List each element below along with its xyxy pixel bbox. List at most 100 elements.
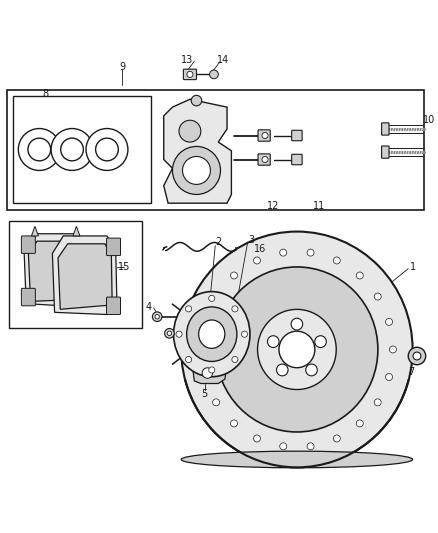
Polygon shape [58, 244, 112, 309]
Circle shape [385, 318, 392, 325]
Text: 16: 16 [254, 244, 266, 254]
FancyBboxPatch shape [381, 123, 389, 135]
Text: 11: 11 [313, 201, 325, 211]
Ellipse shape [173, 292, 250, 377]
Bar [9, 221, 142, 328]
Text: 10: 10 [423, 115, 435, 125]
FancyBboxPatch shape [258, 154, 270, 165]
Circle shape [173, 147, 220, 195]
Circle shape [232, 306, 238, 312]
Text: 8: 8 [43, 89, 49, 99]
FancyBboxPatch shape [106, 238, 120, 256]
Circle shape [385, 374, 392, 381]
Polygon shape [193, 364, 226, 384]
Circle shape [356, 420, 363, 427]
Polygon shape [73, 227, 80, 236]
Circle shape [208, 367, 215, 373]
Ellipse shape [306, 364, 317, 376]
Circle shape [413, 352, 421, 360]
Circle shape [262, 157, 268, 163]
FancyBboxPatch shape [106, 297, 120, 314]
Circle shape [374, 293, 381, 300]
Circle shape [389, 346, 396, 353]
Polygon shape [28, 241, 80, 302]
Circle shape [241, 331, 247, 337]
Circle shape [280, 249, 287, 256]
Text: 4: 4 [145, 302, 152, 312]
Text: 13: 13 [181, 55, 193, 66]
Circle shape [183, 157, 210, 184]
Circle shape [307, 249, 314, 256]
Circle shape [165, 328, 174, 338]
Circle shape [201, 318, 208, 325]
Text: 2: 2 [215, 238, 222, 247]
Circle shape [262, 133, 268, 139]
Circle shape [86, 128, 128, 171]
FancyBboxPatch shape [292, 154, 302, 165]
Circle shape [198, 346, 205, 353]
Polygon shape [53, 236, 117, 314]
FancyBboxPatch shape [21, 288, 35, 306]
Circle shape [212, 399, 219, 406]
Circle shape [61, 138, 83, 161]
Text: 14: 14 [216, 55, 229, 66]
Text: 9: 9 [119, 61, 125, 71]
Circle shape [307, 443, 314, 450]
Circle shape [254, 257, 261, 264]
Circle shape [333, 435, 340, 442]
Text: 5: 5 [201, 389, 208, 399]
Ellipse shape [268, 336, 279, 348]
Circle shape [186, 306, 192, 312]
Ellipse shape [276, 364, 288, 376]
Circle shape [208, 295, 215, 302]
Circle shape [232, 357, 238, 362]
Ellipse shape [258, 309, 336, 390]
FancyBboxPatch shape [292, 130, 302, 141]
Bar [7, 90, 424, 210]
Ellipse shape [199, 320, 225, 349]
Circle shape [191, 95, 202, 106]
Text: 15: 15 [118, 262, 131, 271]
FancyBboxPatch shape [21, 236, 35, 253]
Text: 3: 3 [248, 235, 254, 245]
Ellipse shape [181, 231, 413, 467]
Circle shape [212, 293, 219, 300]
Text: 1: 1 [410, 262, 416, 272]
Circle shape [18, 128, 60, 171]
Circle shape [230, 420, 237, 427]
Circle shape [374, 399, 381, 406]
Circle shape [187, 71, 193, 77]
Circle shape [230, 272, 237, 279]
Circle shape [95, 138, 118, 161]
Polygon shape [164, 99, 231, 203]
Ellipse shape [279, 331, 315, 368]
Ellipse shape [216, 267, 378, 432]
FancyBboxPatch shape [184, 69, 197, 79]
Bar [13, 96, 151, 203]
Circle shape [167, 331, 172, 335]
Circle shape [28, 138, 51, 161]
Text: 7: 7 [408, 367, 414, 377]
Polygon shape [24, 234, 85, 306]
Circle shape [254, 435, 261, 442]
Circle shape [201, 374, 208, 381]
Circle shape [280, 443, 287, 450]
Circle shape [333, 257, 340, 264]
Polygon shape [32, 227, 39, 236]
Circle shape [152, 312, 162, 321]
Circle shape [202, 368, 212, 378]
FancyBboxPatch shape [381, 146, 389, 158]
Circle shape [51, 128, 93, 171]
Text: 12: 12 [267, 201, 279, 211]
Circle shape [356, 272, 363, 279]
Ellipse shape [187, 307, 237, 361]
Circle shape [155, 314, 159, 319]
FancyBboxPatch shape [258, 130, 270, 141]
Ellipse shape [181, 451, 413, 468]
Ellipse shape [315, 336, 326, 348]
Ellipse shape [291, 318, 303, 330]
Circle shape [408, 348, 426, 365]
Circle shape [179, 120, 201, 142]
Circle shape [186, 357, 192, 362]
Circle shape [209, 70, 218, 79]
